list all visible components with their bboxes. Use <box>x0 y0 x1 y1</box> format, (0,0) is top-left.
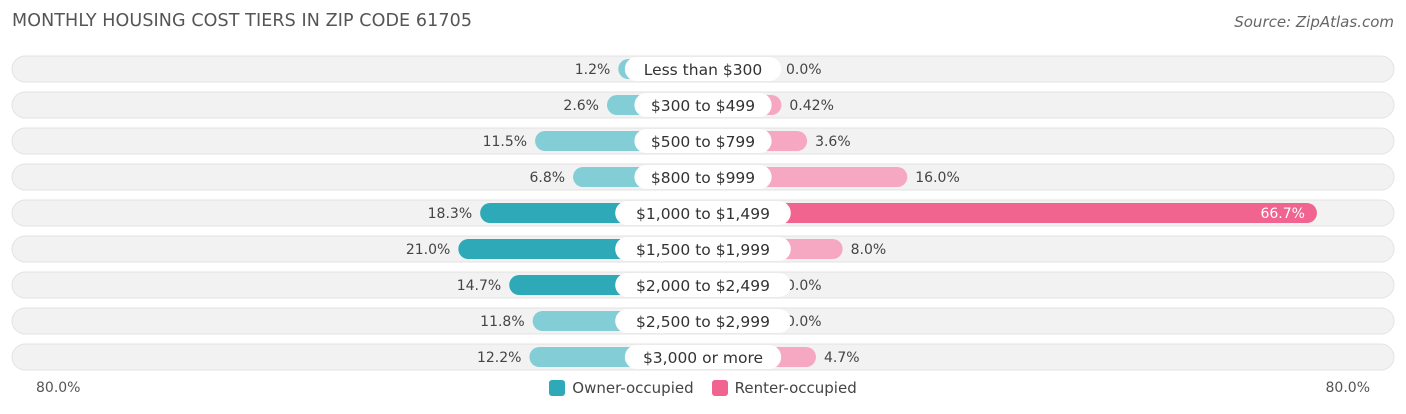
owner-value-label: 14.7% <box>457 278 501 294</box>
renter-value-label: 4.7% <box>824 350 860 366</box>
category-pill <box>634 129 772 153</box>
category-pill <box>634 93 772 117</box>
legend-item-renter: Renter-occupied <box>711 379 857 397</box>
renter-value-label: 16.0% <box>915 170 959 186</box>
category-label: $3,000 or more <box>643 349 763 367</box>
owner-value-label: 18.3% <box>428 206 472 222</box>
renter-value-label: 66.7% <box>1260 206 1304 222</box>
axis-min-label: 80.0% <box>36 380 81 396</box>
legend-label-renter: Renter-occupied <box>734 379 857 397</box>
owner-value-label: 11.5% <box>483 134 527 150</box>
owner-value-label: 2.6% <box>563 98 599 114</box>
renter-value-label: 8.0% <box>851 242 887 258</box>
owner-value-label: 21.0% <box>406 242 450 258</box>
category-pill <box>634 165 772 189</box>
renter-value-label: 0.0% <box>786 278 822 294</box>
owner-value-label: 1.2% <box>575 62 611 78</box>
category-pill <box>615 273 791 297</box>
category-label: Less than $300 <box>644 61 763 79</box>
renter-value-label: 0.0% <box>786 62 822 78</box>
owner-value-label: 6.8% <box>529 170 565 186</box>
category-label: $2,000 to $2,499 <box>636 277 770 295</box>
category-label: $800 to $999 <box>651 169 755 187</box>
chart-title: MONTHLY HOUSING COST TIERS IN ZIP CODE 6… <box>12 11 473 31</box>
legend-swatch-renter <box>711 380 728 396</box>
category-label: $300 to $499 <box>651 97 755 115</box>
renter-value-label: 0.0% <box>786 314 822 330</box>
axis-max-label: 80.0% <box>1325 380 1370 396</box>
category-pill <box>615 309 791 333</box>
owner-value-label: 12.2% <box>477 350 521 366</box>
category-label: $1,000 to $1,499 <box>636 205 770 223</box>
legend: Owner-occupied Renter-occupied <box>0 379 1406 397</box>
owner-value-label: 11.8% <box>480 314 524 330</box>
chart-source: Source: ZipAtlas.com <box>1234 13 1394 31</box>
renter-value-label: 3.6% <box>815 134 851 150</box>
legend-item-owner: Owner-occupied <box>549 379 694 397</box>
category-pill <box>615 237 791 261</box>
renter-value-label: 0.42% <box>789 98 833 114</box>
category-pill <box>624 345 782 369</box>
category-label: $500 to $799 <box>651 133 755 151</box>
renter-bar <box>703 203 1317 223</box>
category-pill <box>624 57 782 81</box>
category-pill <box>615 201 791 225</box>
category-label: $2,500 to $2,999 <box>636 313 770 331</box>
legend-swatch-owner <box>549 380 566 396</box>
category-label: $1,500 to $1,999 <box>636 241 770 259</box>
legend-label-owner: Owner-occupied <box>572 379 694 397</box>
